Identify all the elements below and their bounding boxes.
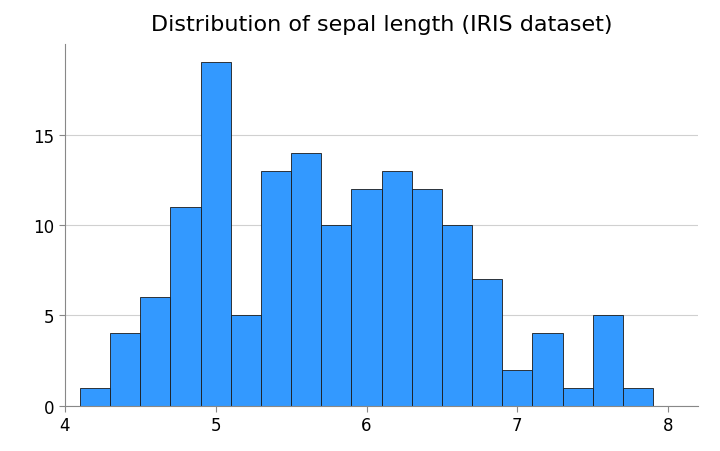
Bar bbox=[140, 298, 171, 406]
Bar bbox=[472, 280, 503, 406]
Bar bbox=[533, 334, 562, 406]
Bar bbox=[321, 226, 351, 406]
Bar bbox=[351, 189, 382, 406]
Bar bbox=[503, 370, 533, 406]
Bar bbox=[593, 316, 623, 406]
Bar bbox=[110, 334, 140, 406]
Bar bbox=[80, 388, 110, 406]
Bar bbox=[291, 153, 321, 406]
Bar bbox=[562, 388, 593, 406]
Bar bbox=[201, 63, 230, 406]
Bar bbox=[230, 316, 261, 406]
Bar bbox=[412, 189, 442, 406]
Bar bbox=[442, 226, 472, 406]
Title: Distribution of sepal length (IRIS dataset): Distribution of sepal length (IRIS datas… bbox=[151, 15, 612, 35]
Bar bbox=[261, 171, 291, 406]
Bar bbox=[382, 171, 412, 406]
Bar bbox=[623, 388, 653, 406]
Bar bbox=[171, 207, 201, 406]
